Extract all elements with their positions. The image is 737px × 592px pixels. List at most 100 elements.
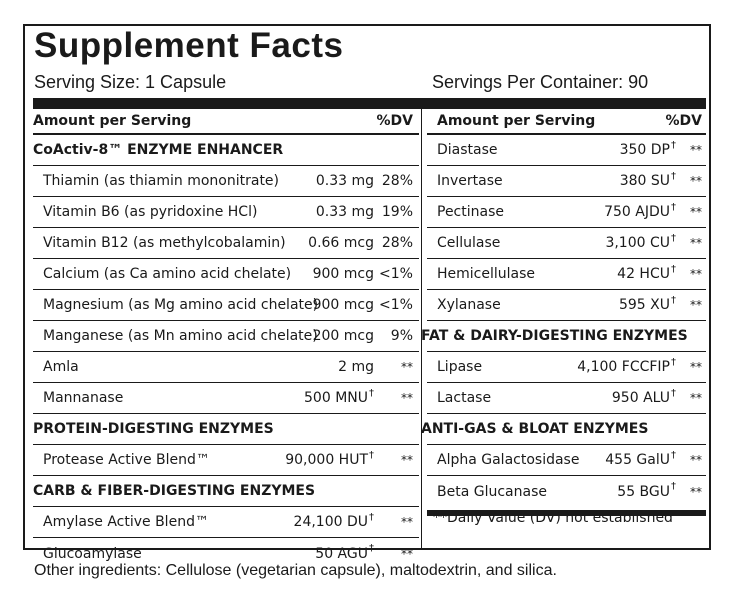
amount-value: 55 BGU (617, 483, 670, 500)
daily-value: ** (690, 391, 702, 405)
other-ingredients: Other ingredients: Cellulose (vegetarian… (34, 562, 557, 579)
nutrient-row: Beta Glucanase 55 BGU † ** (427, 476, 706, 507)
nutrient-row: Protease Active Blend™ 90,000 HUT † ** (33, 445, 419, 476)
nutrient-amount: 350 DP † (620, 135, 676, 165)
nutrient-name: Glucoamylase (43, 545, 142, 562)
nutrient-row: Thiamin (as thiamin mononitrate) 0.33 mg 2… (33, 166, 419, 197)
nutrient-row: Calcium (as Ca amino acid chelate) 900 mc… (33, 259, 419, 290)
column-divider (421, 109, 422, 549)
daily-value: ** (401, 546, 413, 561)
amount-value: 500 MNU (304, 390, 368, 406)
daily-value: 9% (390, 328, 413, 344)
left-header-row: Amount per Serving %DV (33, 109, 419, 135)
nutrient-name: Lactase (437, 390, 492, 406)
daily-value: ** (690, 484, 702, 499)
nutrient-amount: 2 mg (338, 352, 374, 382)
right-column: Amount per Serving %DV Diastase 350 DP † **… (421, 109, 706, 507)
daily-value: ** (690, 143, 702, 157)
amount-value: 380 SU (619, 173, 670, 189)
nutrient-name: Amylase Active Blend™ (43, 514, 209, 530)
nutrient-amount: 0.33 mg (316, 166, 374, 196)
daily-value: ** (401, 391, 413, 405)
nutrient-amount: 4,100 FCCFIP † (577, 352, 676, 382)
section-heading: FAT & DAIRY-DIGESTING ENZYMES (421, 321, 706, 352)
dagger-mark: † (671, 294, 676, 306)
amount-value: 4,100 FCCFIP (577, 359, 670, 375)
nutrient-name: Cellulase (437, 235, 501, 251)
amount-value: 42 HCU (617, 266, 670, 282)
nutrient-row: Lactase 950 ALU † ** (427, 383, 706, 414)
amount-value: 3,100 CU (605, 235, 670, 251)
dagger-mark: † (671, 232, 676, 244)
dagger-mark: † (671, 263, 676, 275)
daily-value: ** (690, 360, 702, 374)
thick-divider-bar (33, 98, 706, 109)
nutrient-name: Beta Glucanase (437, 483, 547, 500)
dagger-mark: † (671, 170, 676, 182)
daily-value: ** (690, 236, 702, 250)
daily-value: ** (401, 453, 413, 467)
nutrient-name: Amla (43, 359, 79, 375)
daily-value: <1% (379, 266, 413, 282)
nutrient-row: Amylase Active Blend™ 24,100 DU † ** (33, 507, 419, 538)
daily-value: 28% (381, 173, 413, 189)
section-heading: ANTI-GAS & BLOAT ENZYMES (421, 414, 706, 445)
daily-value: ** (690, 267, 702, 281)
nutrient-name: Xylanase (437, 297, 501, 313)
nutrient-name: Calcium (as Ca amino acid chelate) (43, 266, 292, 282)
amount-value: 900 mcg (312, 266, 374, 282)
nutrient-amount: 900 mcg (313, 290, 374, 320)
nutrient-row: Lipase 4,100 FCCFIP † ** (427, 352, 706, 383)
nutrient-row: Pectinase 750 AJDU † ** (427, 197, 706, 228)
amount-per-serving-header: Amount per Serving (437, 113, 596, 129)
dagger-mark: † (671, 449, 676, 461)
right-header-row: Amount per Serving %DV (427, 109, 706, 135)
nutrient-name: Vitamin B6 (as pyridoxine HCl) (43, 204, 258, 220)
nutrient-row: Diastase 350 DP † ** (427, 135, 706, 166)
nutrient-row: Vitamin B6 (as pyridoxine HCl) 0.33 mg 19% (33, 197, 419, 228)
nutrient-amount: 24,100 DU † (294, 507, 374, 537)
nutrient-name: Alpha Galactosidase (437, 452, 580, 468)
dv-header: %DV (665, 113, 702, 129)
panel-title: Supplement Facts (34, 26, 344, 65)
nutrient-row: Cellulase 3,100 CU † ** (427, 228, 706, 259)
amount-value: 350 DP (619, 142, 670, 158)
amount-value: 455 GalU (605, 452, 670, 468)
daily-value: ** (690, 298, 702, 312)
amount-value: 0.33 mg (315, 173, 374, 189)
amount-value: 24,100 DU (293, 514, 368, 530)
nutrient-amount: 200 mcg (313, 321, 374, 351)
nutrient-name: Magnesium (as Mg amino acid chelate) (43, 297, 319, 313)
daily-value: 19% (381, 204, 413, 220)
dv-header: %DV (376, 113, 413, 129)
amount-per-serving-header: Amount per Serving (33, 113, 192, 129)
nutrient-amount: 380 SU † (620, 166, 676, 196)
nutrient-amount: 0.66 mcg (308, 228, 374, 258)
nutrient-amount: 90,000 HUT † (285, 445, 374, 475)
daily-value: ** (690, 174, 702, 188)
nutrient-row: Xylanase 595 XU † ** (427, 290, 706, 321)
section-heading: CoActiv-8™ ENZYME ENHANCER (33, 135, 419, 166)
dagger-mark: † (369, 449, 374, 461)
nutrient-amount: 55 BGU † (617, 476, 676, 507)
dv-footnote: **Daily Value (DV) not established (433, 510, 673, 526)
section-title: FAT & DAIRY-DIGESTING ENZYMES (421, 328, 688, 344)
nutrient-name: Pectinase (437, 204, 504, 220)
amount-value: 0.66 mcg (308, 235, 374, 251)
nutrient-amount: 3,100 CU † (605, 228, 676, 258)
nutrient-row: Magnesium (as Mg amino acid chelate) 900 … (33, 290, 419, 321)
nutrient-row: Vitamin B12 (as methylcobalamin) 0.66 mcg… (33, 228, 419, 259)
amount-value: 950 ALU (611, 390, 670, 406)
nutrient-row: Mannanase 500 MNU † ** (33, 383, 419, 414)
dagger-mark: † (369, 543, 374, 554)
nutrient-name: Thiamin (as thiamin mononitrate) (43, 173, 280, 189)
daily-value: <1% (379, 297, 413, 313)
dagger-mark: † (671, 201, 676, 213)
left-column: Amount per Serving %DV CoActiv-8™ ENZYME… (33, 109, 419, 569)
amount-value: 595 XU (618, 297, 670, 313)
nutrient-amount: 455 GalU † (605, 445, 676, 475)
daily-value: 28% (381, 235, 413, 251)
daily-value: ** (690, 205, 702, 219)
servings-per-container: Servings Per Container: 90 (432, 72, 649, 92)
nutrient-name: Invertase (437, 173, 503, 189)
